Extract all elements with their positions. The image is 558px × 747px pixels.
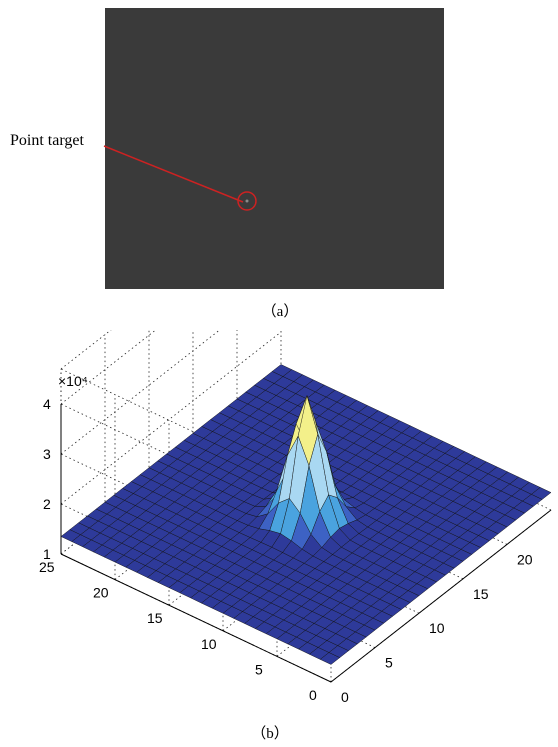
surface-mesh — [60, 364, 552, 665]
target-circle-marker — [237, 191, 257, 211]
panel-a-image — [105, 8, 444, 289]
z-tick-label: 2 — [43, 496, 51, 512]
annotation-overlay — [103, 145, 257, 211]
grid-line — [60, 331, 282, 505]
x-axis-line — [330, 509, 552, 683]
x-tick-label: 15 — [473, 586, 489, 602]
x-tick-label: 10 — [429, 620, 445, 636]
x-tick-label: 20 — [517, 551, 533, 567]
z-tick-label: 3 — [43, 446, 51, 462]
z-tick-label: 4 — [43, 396, 51, 412]
y-tick-label: 15 — [147, 610, 163, 626]
z-exponent-label: ×10⁴ — [58, 373, 88, 389]
grid-line — [60, 330, 112, 370]
surface-plot: 051015202505101520251234 ×10⁴ — [39, 330, 552, 705]
y-tick-label: 25 — [39, 559, 55, 575]
y-tick-label: 5 — [255, 661, 263, 677]
x-tick-label: 0 — [341, 689, 349, 705]
point-target-dot — [245, 199, 249, 203]
x-tick-label: 5 — [385, 655, 393, 671]
y-axis-line — [60, 553, 332, 683]
tick-labels: 051015202505101520251234 — [39, 396, 533, 705]
point-target-label: Point target — [10, 132, 84, 149]
y-tick-label: 10 — [201, 636, 217, 652]
annotation-leader-line — [103, 145, 244, 203]
grid-line — [60, 330, 221, 455]
caption-a: （a） — [261, 304, 299, 320]
y-tick-label: 0 — [309, 687, 317, 703]
caption-b: （b） — [251, 726, 289, 742]
z-tick-label: 1 — [43, 546, 51, 562]
surface-cell — [530, 487, 552, 500]
y-tick-label: 20 — [93, 585, 109, 601]
